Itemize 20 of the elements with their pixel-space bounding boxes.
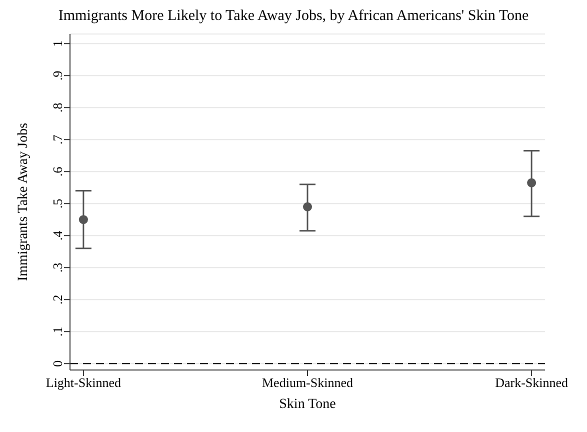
y-tick-label: .1 bbox=[50, 326, 65, 336]
x-tick-label: Medium-Skinned bbox=[262, 375, 354, 390]
y-tick-label: .4 bbox=[50, 230, 65, 240]
y-tick-label: .6 bbox=[50, 166, 65, 176]
x-tick-label: Light-Skinned bbox=[46, 375, 122, 390]
y-tick-label: .8 bbox=[50, 102, 65, 112]
y-tick-label: 0 bbox=[50, 360, 65, 367]
x-tick-label: Dark-Skinned bbox=[495, 375, 569, 390]
y-tick-label: .9 bbox=[50, 70, 65, 80]
x-axis-title: Skin Tone bbox=[279, 397, 336, 412]
y-tick-label: .7 bbox=[50, 134, 65, 144]
point bbox=[302, 202, 312, 212]
y-tick-label: .3 bbox=[50, 262, 65, 272]
y-tick-label: .2 bbox=[50, 294, 65, 304]
y-axis-title: Immigrants Take Away Jobs bbox=[16, 122, 31, 282]
chart-title: Immigrants More Likely to Take Away Jobs, by African Americans' Skin Tone bbox=[57, 8, 530, 25]
point bbox=[527, 178, 536, 188]
point bbox=[78, 215, 88, 224]
y-tick-label: .5 bbox=[50, 198, 65, 208]
y-tick-label: 1 bbox=[50, 40, 65, 47]
